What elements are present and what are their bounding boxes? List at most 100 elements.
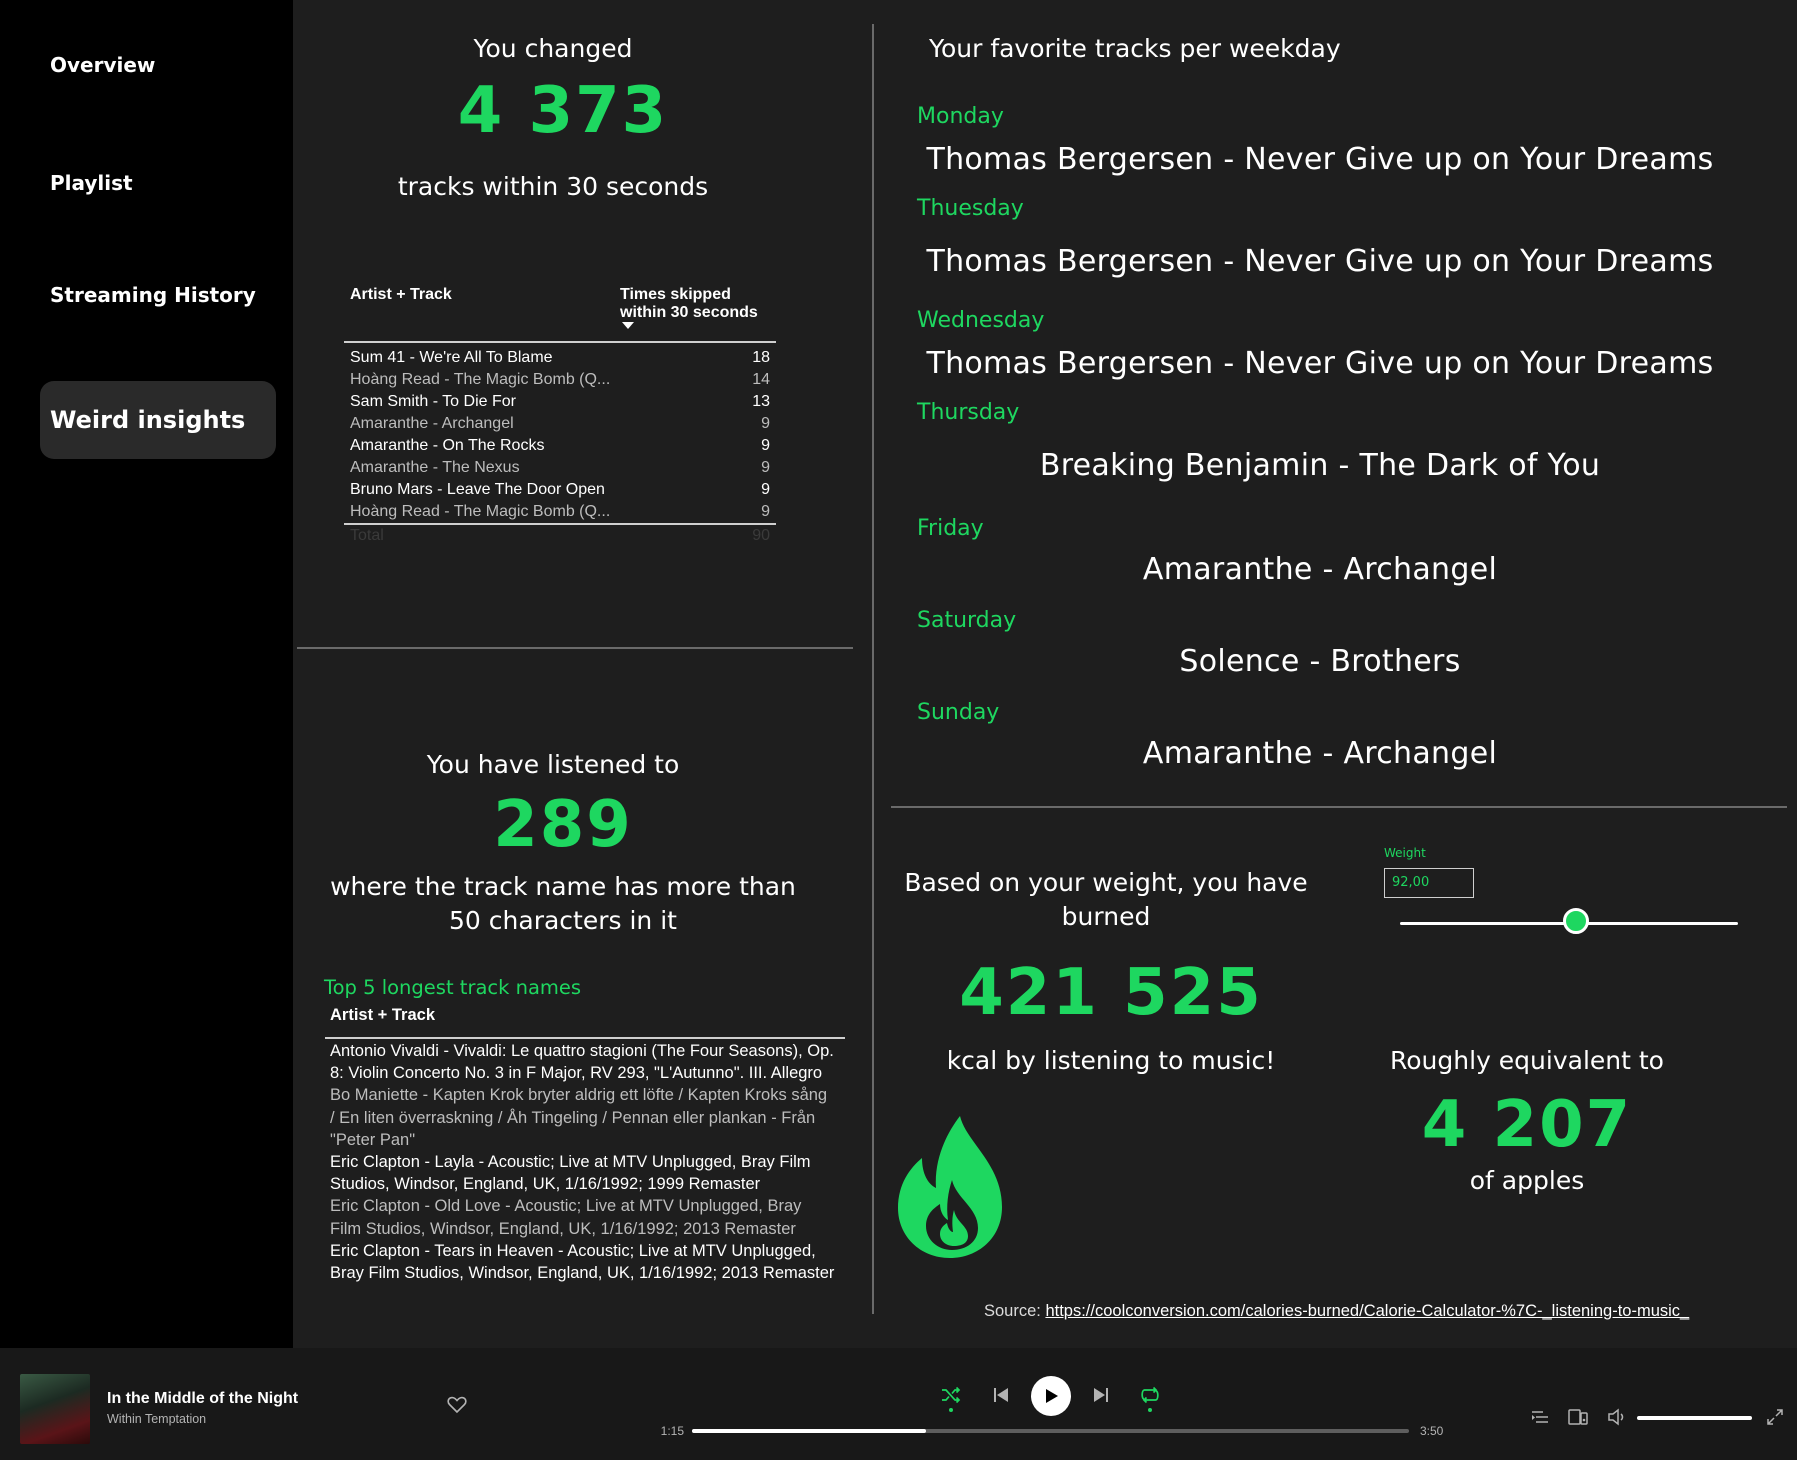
calories-heading: Based on your weight, you have burned [904,868,1308,931]
row-count: 14 [752,371,770,388]
play-icon [1046,1389,1058,1403]
player-bar: In the Middle of the Night Within Tempta… [0,1348,1797,1460]
weekday-track: Amaranthe - Archangel [1142,552,1498,587]
player-track-title[interactable]: In the Middle of the Night [107,1390,299,1407]
table-total-value: 90 [752,527,770,544]
table-row[interactable]: Hoàng Read - The Magic Bomb (Q... 14 [344,369,776,391]
column-header-artist-track[interactable]: Artist + Track [350,286,452,303]
list-item[interactable]: Eric Clapton - Layla - Acoustic; Live at… [330,1153,811,1194]
sidebar-item-label: Overview [50,53,156,77]
weekday-track: Thomas Bergersen - Never Give up on Your… [926,244,1714,279]
album-art[interactable] [20,1374,90,1444]
column-divider [872,24,874,1314]
repeat-active-dot [1148,1408,1152,1412]
repeat-icon[interactable] [1140,1386,1160,1404]
table-row[interactable]: Hoàng Read - The Magic Bomb (Q... 9 [344,501,776,524]
row-count: 18 [752,349,770,366]
long-names-heading: You have listened to [426,750,680,779]
table-row[interactable]: Amaranthe - The Nexus 9 [344,457,776,479]
column-header-artist-track[interactable]: Artist + Track [330,1006,436,1024]
calories-subtitle: kcal by listening to music! [946,1046,1276,1075]
sort-desc-icon [622,322,634,329]
long-names-list: Antonio Vivaldi - Vivaldi: Le quattro st… [330,1040,836,1284]
long-names-subtitle: where the track name has more than 50 ch… [330,872,796,935]
fire-icon [898,1116,1002,1258]
sidebar-item-label: Weird insights [50,406,246,434]
sidebar: Overview Playlist Streaming History Weir… [0,0,293,1348]
column-header-times-skipped[interactable]: Times skipped within 30 seconds [620,286,776,342]
weekday-track: Amaranthe - Archangel [1142,736,1498,771]
list-item[interactable]: Eric Clapton - Old Love - Acoustic; Live… [330,1197,802,1238]
weekday-label: Monday [917,104,1004,129]
sidebar-item-streaming-history[interactable]: Streaming History [40,256,276,334]
sidebar-item-label: Playlist [50,171,133,195]
skips-subtitle: tracks within 30 seconds [397,172,709,201]
volume-icon[interactable] [1607,1408,1627,1426]
fullscreen-icon[interactable] [1766,1408,1784,1426]
sidebar-item-weird-insights[interactable]: Weird insights [40,381,276,459]
play-button[interactable] [1031,1376,1071,1416]
table-row[interactable]: Sum 41 - We're All To Blame 18 [344,342,776,369]
weekday-track: Solence - Brothers [1179,644,1461,679]
calories-value: 421 525 [959,956,1263,1030]
weight-slider-thumb[interactable] [1562,908,1589,934]
weight-label: Weight [1384,846,1426,860]
list-item[interactable]: Bo Maniette - Kapten Krok bryter aldrig … [330,1086,828,1149]
progress-bar[interactable] [692,1429,1409,1433]
list-item[interactable]: Antonio Vivaldi - Vivaldi: Le quattro st… [330,1042,834,1083]
skips-table: Artist + Track Times skipped within 30 s… [344,286,776,547]
row-track: Amaranthe - Archangel [350,415,514,432]
weight-slider[interactable] [1400,908,1738,934]
connect-device-icon[interactable] [1568,1408,1588,1426]
equiv-heading: Roughly equivalent to [1390,1046,1664,1075]
weekday-label: Thuesday [917,196,1024,221]
row-track: Bruno Mars - Leave The Door Open [350,481,605,498]
row-count: 9 [761,503,770,520]
skips-heading: You changed [473,34,633,63]
queue-icon[interactable] [1531,1410,1549,1426]
weekday-track: Thomas Bergersen - Never Give up on Your… [926,142,1714,177]
sidebar-item-label: Streaming History [50,283,256,307]
shuffle-icon[interactable] [941,1386,961,1404]
source-link[interactable]: https://coolconversion.com/calories-burn… [1045,1302,1690,1320]
row-track: Amaranthe - On The Rocks [350,437,545,454]
row-track: Sum 41 - We're All To Blame [350,349,553,366]
duration-time: 3:50 [1420,1424,1444,1438]
skip-forward-icon[interactable] [1092,1386,1110,1404]
row-count: 13 [752,393,770,410]
row-track: Hoàng Read - The Magic Bomb (Q... [350,503,611,520]
weekday-title: Your favorite tracks per weekday [929,34,1341,63]
skip-back-icon[interactable] [992,1386,1010,1404]
equiv-subtitle: of apples [1469,1166,1585,1195]
table-row[interactable]: Amaranthe - On The Rocks 9 [344,435,776,457]
weekday-label: Wednesday [917,308,1045,333]
shuffle-active-dot [949,1408,953,1412]
long-names-value: 289 [493,788,633,862]
sidebar-item-playlist[interactable]: Playlist [40,144,276,222]
weekday-label: Sunday [917,700,1000,725]
weight-input[interactable]: 92,00 [1384,868,1474,898]
heart-icon[interactable] [447,1396,467,1414]
elapsed-time: 1:15 [660,1424,684,1438]
volume-slider[interactable] [1637,1416,1752,1420]
progress-fill [692,1429,926,1433]
row-track: Amaranthe - The Nexus [350,459,520,476]
row-count: 9 [761,415,770,432]
table-row[interactable]: Bruno Mars - Leave The Door Open 9 [344,479,776,501]
player-artist[interactable]: Within Temptation [107,1412,207,1426]
main-panel [293,0,1797,1348]
source-note: Source: https://coolconversion.com/calor… [984,1302,1690,1320]
row-count: 9 [761,459,770,476]
long-names-list-title: Top 5 longest track names [324,976,582,999]
row-track: Hoàng Read - The Magic Bomb (Q... [350,371,611,388]
row-count: 9 [761,481,770,498]
section-divider [297,647,853,649]
weekday-label: Saturday [917,608,1017,633]
list-item[interactable]: Eric Clapton - Tears in Heaven - Acousti… [330,1241,835,1283]
section-divider [891,806,1787,808]
table-header-divider [325,1037,845,1039]
table-total-label: Total [350,527,384,544]
sidebar-item-overview[interactable]: Overview [40,26,276,104]
table-row[interactable]: Sam Smith - To Die For 13 [344,391,776,413]
table-row[interactable]: Amaranthe - Archangel 9 [344,413,776,435]
